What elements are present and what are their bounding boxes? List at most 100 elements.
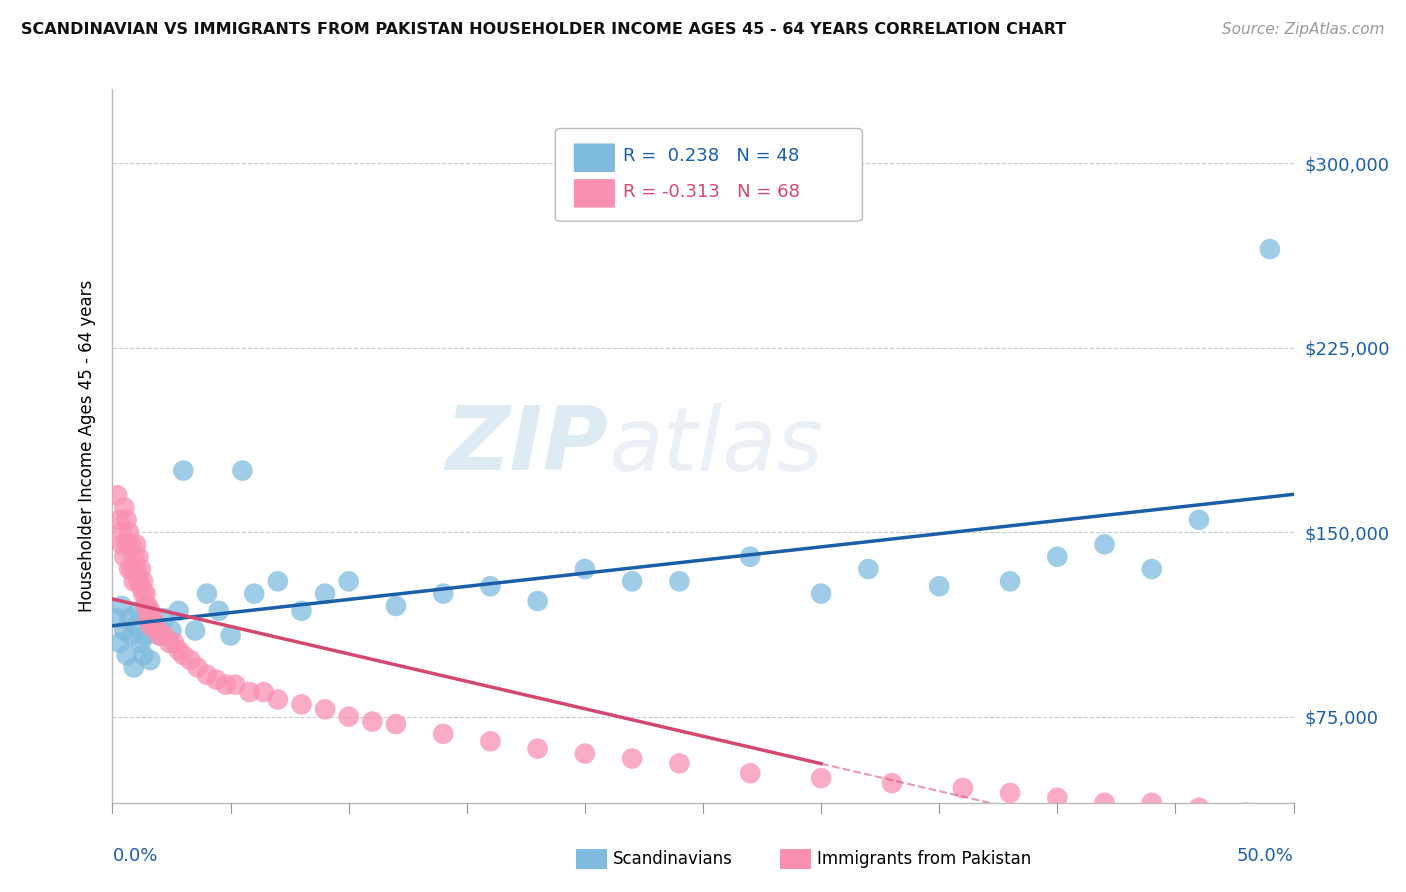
Point <box>243 587 266 601</box>
Point <box>129 562 152 576</box>
Point <box>135 599 157 613</box>
Point <box>621 574 644 589</box>
Point <box>172 464 194 478</box>
Point <box>1258 242 1281 256</box>
Text: Scandinavians: Scandinavians <box>613 850 733 868</box>
Point <box>149 628 172 642</box>
Point <box>1046 790 1069 805</box>
Point <box>385 717 408 731</box>
Point <box>132 574 155 589</box>
Point <box>479 734 502 748</box>
Point <box>136 611 159 625</box>
Point <box>314 702 336 716</box>
Point <box>1046 549 1069 564</box>
Point <box>998 786 1021 800</box>
Text: 0.0%: 0.0% <box>112 847 157 865</box>
Point <box>1140 796 1163 810</box>
Point <box>219 628 242 642</box>
Point <box>1282 808 1305 822</box>
Point <box>105 611 128 625</box>
Text: atlas: atlas <box>609 403 824 489</box>
Point <box>858 562 880 576</box>
Point <box>184 624 207 638</box>
Point <box>127 604 149 618</box>
Point <box>111 537 134 551</box>
Point <box>143 618 166 632</box>
FancyBboxPatch shape <box>555 128 862 221</box>
Point <box>108 636 131 650</box>
Point <box>132 648 155 662</box>
Point <box>253 685 276 699</box>
Point <box>224 678 246 692</box>
Point <box>1188 513 1211 527</box>
Bar <box>576 849 607 869</box>
Point <box>1188 801 1211 815</box>
Point <box>122 660 145 674</box>
Point <box>132 587 155 601</box>
Point <box>129 636 152 650</box>
Point <box>337 574 360 589</box>
Point <box>810 587 832 601</box>
Text: ZIP: ZIP <box>446 402 609 490</box>
Point <box>621 751 644 765</box>
Point <box>1094 796 1116 810</box>
Point <box>167 604 190 618</box>
Point <box>160 624 183 638</box>
Point <box>153 611 176 625</box>
Point <box>1140 562 1163 576</box>
Point <box>479 579 502 593</box>
Point <box>208 604 231 618</box>
Point <box>574 562 596 576</box>
Point <box>361 714 384 729</box>
Point <box>146 624 169 638</box>
Point <box>122 549 145 564</box>
FancyBboxPatch shape <box>574 143 616 173</box>
Point <box>810 771 832 785</box>
Point <box>115 537 138 551</box>
Point <box>668 756 690 771</box>
Point <box>231 464 253 478</box>
Point <box>195 587 218 601</box>
Text: Immigrants from Pakistan: Immigrants from Pakistan <box>817 850 1031 868</box>
Text: Source: ZipAtlas.com: Source: ZipAtlas.com <box>1222 22 1385 37</box>
Y-axis label: Householder Income Ages 45 - 64 years: Householder Income Ages 45 - 64 years <box>77 280 96 612</box>
Point <box>120 562 142 576</box>
Point <box>142 611 165 625</box>
Point <box>112 624 135 638</box>
Point <box>127 574 149 589</box>
Text: 50.0%: 50.0% <box>1237 847 1294 865</box>
Point <box>118 562 141 576</box>
Point <box>139 653 162 667</box>
Point <box>127 549 149 564</box>
Point <box>290 698 312 712</box>
Point <box>136 599 159 613</box>
Text: R =  0.238   N = 48: R = 0.238 N = 48 <box>623 147 799 165</box>
Point <box>115 648 138 662</box>
Point <box>172 648 194 662</box>
Point <box>143 618 166 632</box>
Point <box>118 525 141 540</box>
Point <box>112 500 135 515</box>
Point <box>385 599 408 613</box>
Point <box>290 604 312 618</box>
Point <box>135 628 157 642</box>
Point <box>118 611 141 625</box>
Point <box>111 525 134 540</box>
Point <box>267 574 290 589</box>
Point <box>267 692 290 706</box>
Point <box>928 579 950 593</box>
Point <box>108 513 131 527</box>
Point <box>111 599 134 613</box>
Point <box>179 653 201 667</box>
FancyBboxPatch shape <box>574 178 616 209</box>
Point <box>740 549 762 564</box>
Point <box>105 488 128 502</box>
Point <box>120 628 142 642</box>
Point <box>149 628 172 642</box>
Point <box>1094 537 1116 551</box>
Point <box>139 618 162 632</box>
Point <box>186 660 208 674</box>
Point <box>153 628 176 642</box>
Point <box>122 574 145 589</box>
Point <box>432 587 454 601</box>
